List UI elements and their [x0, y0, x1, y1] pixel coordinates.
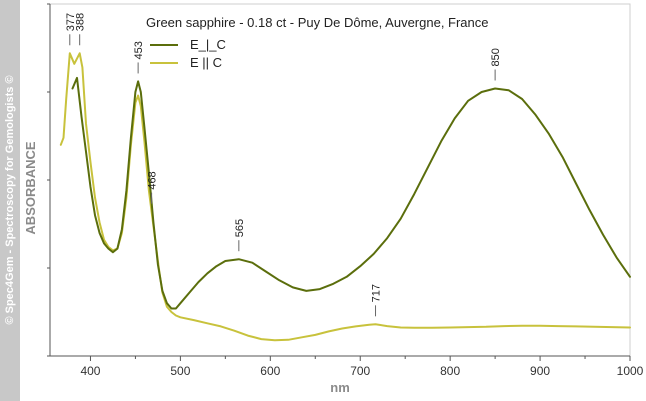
y-axis-label: ABSORBANCE	[23, 141, 38, 235]
x-tick-label: 700	[350, 364, 370, 378]
x-tick-label: 600	[260, 364, 280, 378]
axis-ticks: 400 500 600 700 800 900 1000	[47, 3, 644, 378]
peak-label: 717	[371, 284, 383, 302]
watermark-strip: © Spec4Gem - Spectroscopy for Gemologist…	[0, 0, 20, 401]
peak-label: 388	[75, 13, 87, 31]
x-tick-label: 1000	[617, 364, 644, 378]
series-group	[59, 52, 631, 342]
x-tick-label: 400	[80, 364, 100, 378]
legend: E_|_C E || C	[150, 37, 226, 70]
peak-label: 850	[490, 48, 502, 66]
peak-label: 565	[234, 219, 246, 237]
series-line	[59, 52, 631, 342]
series-line	[71, 76, 631, 310]
peak-label: 468	[147, 171, 159, 189]
peak-label: 377	[65, 13, 77, 31]
x-tick-label: 900	[530, 364, 550, 378]
peak-label: 453	[133, 41, 145, 59]
chart-title: Green sapphire - 0.18 ct - Puy De Dôme, …	[146, 15, 489, 30]
x-tick-label: 800	[440, 364, 460, 378]
x-tick-label: 500	[170, 364, 190, 378]
x-axis-label: nm	[330, 380, 350, 395]
legend-entry: E || C	[190, 55, 222, 70]
legend-entry: E_|_C	[190, 37, 226, 52]
